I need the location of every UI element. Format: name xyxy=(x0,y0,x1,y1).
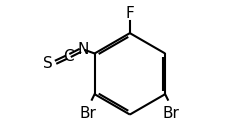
Text: Br: Br xyxy=(80,106,96,121)
Text: F: F xyxy=(125,6,134,21)
Text: S: S xyxy=(43,56,53,71)
Text: C: C xyxy=(63,49,73,64)
Text: Br: Br xyxy=(162,106,179,121)
Text: N: N xyxy=(77,42,88,57)
